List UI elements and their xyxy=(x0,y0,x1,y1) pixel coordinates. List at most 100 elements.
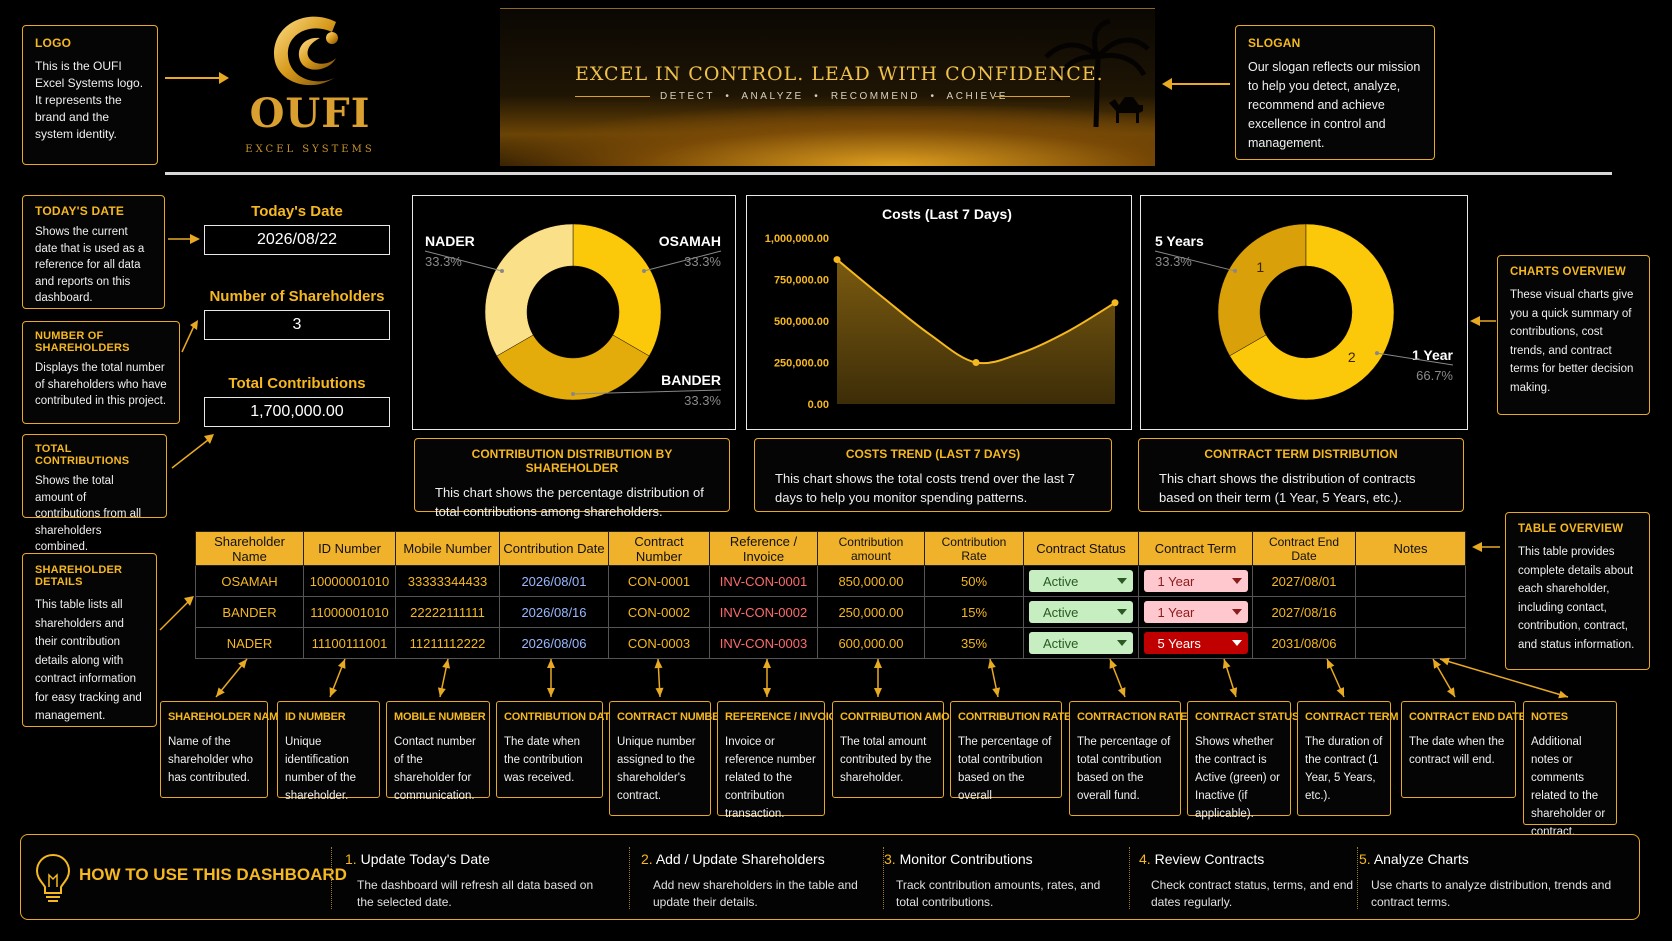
data-point[interactable] xyxy=(1111,299,1119,307)
contribution-pie-panel: NADER 33.3% OSAMAH 33.3% BANDER 33.3% xyxy=(412,195,736,430)
cell-ref[interactable]: INV-CON-0003 xyxy=(709,627,818,659)
pie-slice[interactable] xyxy=(572,223,662,357)
cell-id[interactable]: 11000001010 xyxy=(303,596,396,628)
cell-mobile[interactable]: 22222111111 xyxy=(395,596,500,628)
column-info-box: CONTRIBUTION RATE The percentage of total… xyxy=(950,701,1071,802)
table-overview-callout: TABLE OVERVIEW This table provides compl… xyxy=(1505,512,1650,670)
brand-logo: OUFI EXCEL SYSTEMS xyxy=(240,8,380,160)
how-to-title: HOW TO USE THIS DASHBOARD xyxy=(79,865,347,884)
pie-slice[interactable] xyxy=(1229,223,1395,401)
cell-date[interactable]: 2026/08/06 xyxy=(499,627,609,659)
cell-rate[interactable]: 50% xyxy=(924,565,1024,597)
cell-contract[interactable]: CON-0001 xyxy=(608,565,710,597)
col-header[interactable]: Mobile Number xyxy=(395,531,500,566)
data-point[interactable] xyxy=(972,359,980,366)
cell-name[interactable]: NADER xyxy=(195,627,304,659)
step-title: Monitor Contributions xyxy=(899,851,1033,867)
col-header[interactable]: Contract Term xyxy=(1138,531,1253,566)
step-body: The dashboard will refresh all data base… xyxy=(357,878,594,909)
how-to-step-4: 4. Review Contracts Check contract statu… xyxy=(1139,851,1354,911)
cell-ref[interactable]: INV-CON-0001 xyxy=(709,565,818,597)
brand-name: OUFI xyxy=(249,90,371,137)
cell-amount[interactable]: 600,000.00 xyxy=(817,627,925,659)
cell-id[interactable]: 11100111001 xyxy=(303,627,396,659)
cell-rate[interactable]: 35% xyxy=(924,627,1024,659)
col-header[interactable]: Contract Status xyxy=(1023,531,1139,566)
arrow-left-icon xyxy=(1470,316,1496,326)
contract-term-chart-caption: CONTRACT TERM DISTRIBUTION This chart sh… xyxy=(1138,438,1464,512)
slice-index-label: 2 xyxy=(1348,349,1356,365)
cell-amount[interactable]: 850,000.00 xyxy=(817,565,925,597)
todays-date-value[interactable]: 2026/08/22 xyxy=(204,225,390,255)
step-number: 3. xyxy=(884,851,896,867)
col-header[interactable]: Contract End Date xyxy=(1252,531,1356,566)
column-info-box: NOTES Additional notes or comments relate… xyxy=(1523,701,1617,838)
cell-contract[interactable]: CON-0003 xyxy=(608,627,710,659)
shareholder-table: Shareholder Name ID Number Mobile Number… xyxy=(195,531,1466,659)
y-tick-label: 1,000,000.00 xyxy=(765,233,829,245)
cell-rate[interactable]: 15% xyxy=(924,596,1024,628)
connector-arrow-icon xyxy=(1432,658,1456,698)
column-info-box: CONTRACT STATUS Shows whether the contrac… xyxy=(1187,701,1299,820)
status-dropdown[interactable]: Active xyxy=(1029,601,1133,623)
leader-dot xyxy=(1233,268,1238,273)
cell-contract[interactable]: CON-0002 xyxy=(608,596,710,628)
cell-mobile[interactable]: 11211112222 xyxy=(395,627,500,659)
col-header[interactable]: Contribution amount xyxy=(817,531,925,566)
cell-name[interactable]: BANDER xyxy=(195,596,304,628)
col-header[interactable]: Notes xyxy=(1355,531,1466,566)
term-dropdown[interactable]: 1 Year xyxy=(1143,570,1248,592)
status-value: Active xyxy=(1043,604,1079,620)
costs-trend-chart: Costs (Last 7 Days) 1,000,000.00 750,000.0… xyxy=(765,206,1119,411)
leader-dot xyxy=(571,392,575,396)
cell-date[interactable]: 2026/08/01 xyxy=(499,565,609,597)
cell-date[interactable]: 2026/08/16 xyxy=(499,596,609,628)
table-row[interactable]: OSAMAH 10000001010 33333344433 2026/08/0… xyxy=(195,565,1466,597)
leader-line xyxy=(1376,352,1454,366)
col-header[interactable]: Contribution Rate xyxy=(924,531,1024,566)
col-header[interactable]: ID Number xyxy=(303,531,396,566)
table-row[interactable]: NADER 11100111001 11211112222 2026/08/06… xyxy=(195,627,1466,659)
arrow-upright-icon xyxy=(171,434,214,469)
cell-notes[interactable] xyxy=(1355,627,1466,659)
col-header[interactable]: Contract Number xyxy=(608,531,710,566)
pie-slice[interactable] xyxy=(484,223,574,357)
status-dropdown[interactable]: Active xyxy=(1029,632,1133,654)
cell-amount[interactable]: 250,000.00 xyxy=(817,596,925,628)
term-dropdown[interactable]: 5 Years xyxy=(1143,632,1248,654)
column-info-body: The percentage of total contribution bas… xyxy=(958,736,1052,802)
cell-end-date[interactable]: 2027/08/01 xyxy=(1252,565,1356,597)
step-body: Check contract status, terms, and end da… xyxy=(1151,878,1354,909)
cell-ref[interactable]: INV-CON-0002 xyxy=(709,596,818,628)
column-info-title: CONTRIBUTION DATE xyxy=(504,711,618,723)
data-point[interactable] xyxy=(833,256,841,264)
cell-notes[interactable] xyxy=(1355,596,1466,628)
cell-end-date[interactable]: 2027/08/16 xyxy=(1252,596,1356,628)
col-header[interactable]: Shareholder Name xyxy=(195,531,304,566)
step-number: 5. xyxy=(1359,851,1371,867)
cell-notes[interactable] xyxy=(1355,565,1466,597)
column-info-box: CONTRIBUTION DATE The date when the contr… xyxy=(496,701,618,798)
col-header[interactable]: Contribution Date xyxy=(499,531,609,566)
slice-value-label: 33.3% xyxy=(684,393,721,408)
cell-end-date[interactable]: 2031/08/06 xyxy=(1252,627,1356,659)
cell-mobile[interactable]: 33333344433 xyxy=(395,565,500,597)
table-row[interactable]: BANDER 11000001010 22222111111 2026/08/1… xyxy=(195,596,1466,628)
cell-name[interactable]: OSAMAH xyxy=(195,565,304,597)
contract-term-panel: 5 Years 33.3% 1 1 Year 66.7% 2 xyxy=(1140,195,1468,430)
pie-slice[interactable] xyxy=(1217,223,1307,357)
palm-tree-icon xyxy=(1044,18,1150,127)
slice-value-label: 33.3% xyxy=(1155,254,1192,269)
callout-title: CHARTS OVERVIEW xyxy=(1510,266,1626,278)
status-dropdown[interactable]: Active xyxy=(1029,570,1133,592)
leader-line xyxy=(643,250,722,272)
connector-arrow-icon xyxy=(1439,657,1569,699)
cell-id[interactable]: 10000001010 xyxy=(303,565,396,597)
column-info-body: Unique number assigned to the shareholde… xyxy=(617,736,696,802)
pie-slice[interactable] xyxy=(496,334,650,401)
connector-arrow-icon xyxy=(1109,658,1126,698)
col-header[interactable]: Reference / Invoice xyxy=(709,531,818,566)
term-dropdown[interactable]: 1 Year xyxy=(1143,601,1248,623)
connector-arrow-icon xyxy=(215,658,248,698)
connector-arrow-icon xyxy=(654,658,664,698)
